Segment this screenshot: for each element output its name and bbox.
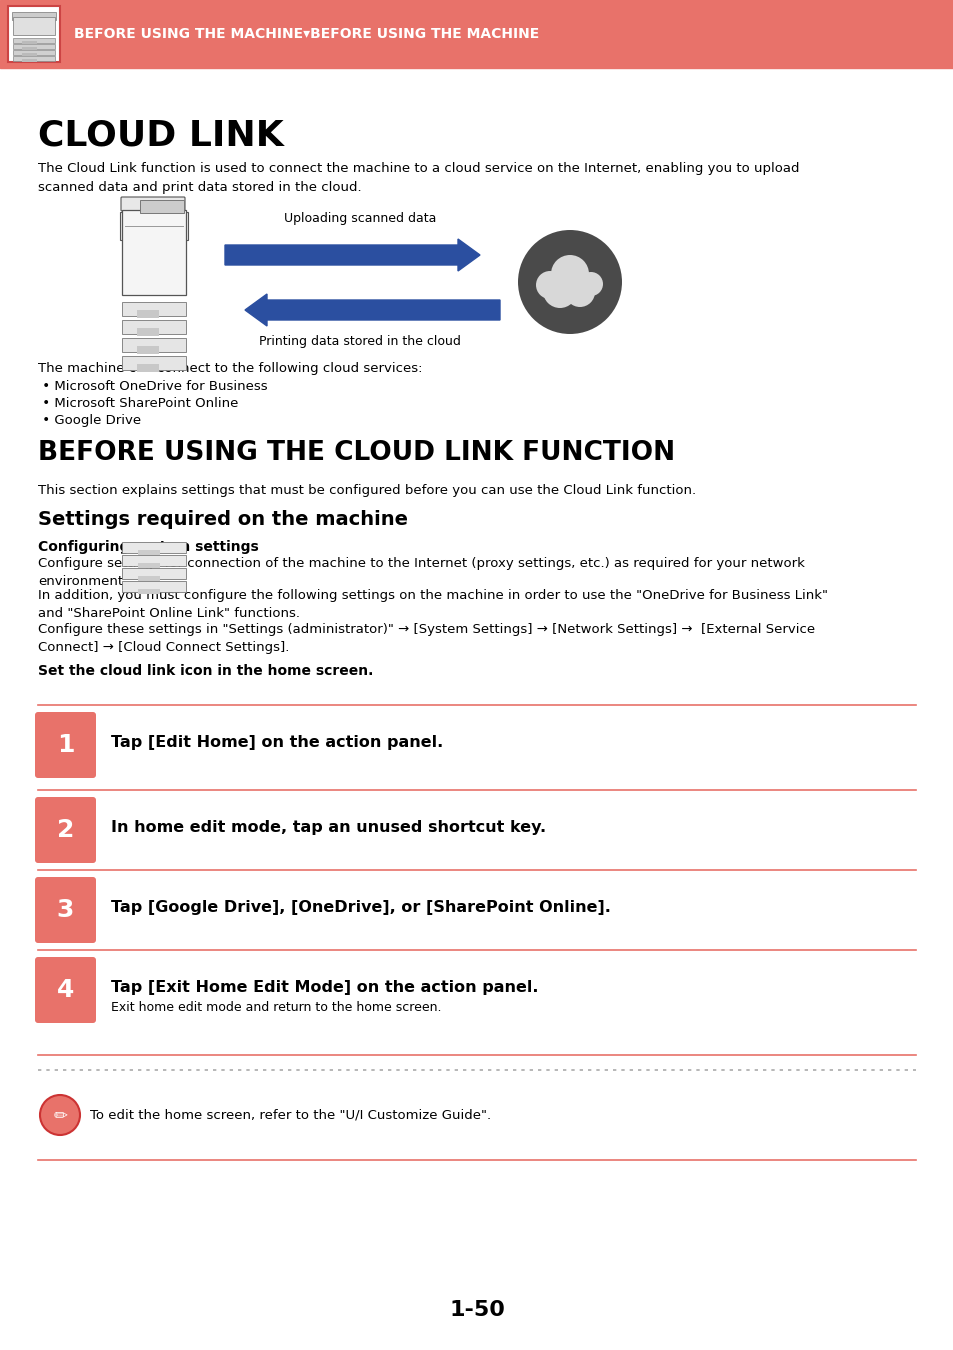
Bar (122, 320, 186, 333)
Text: Settings required on the machine: Settings required on the machine (38, 510, 408, 529)
Circle shape (564, 277, 595, 306)
Text: 2: 2 (57, 818, 74, 842)
Bar (122, 568, 186, 579)
Text: This section explains settings that must be configured before you can use the Cl: This section explains settings that must… (38, 485, 696, 497)
Bar (0, 0, 953, 68)
Bar (13, 45, 55, 49)
Text: BEFORE USING THE MACHINE▾BEFORE USING THE MACHINE: BEFORE USING THE MACHINE▾BEFORE USING TH… (74, 27, 538, 40)
Text: 4: 4 (57, 977, 74, 1002)
Bar (137, 364, 159, 373)
Polygon shape (140, 200, 184, 213)
FancyArrow shape (245, 294, 499, 325)
Text: Set the cloud link icon in the home screen.: Set the cloud link icon in the home scre… (38, 664, 373, 678)
Bar (138, 576, 160, 580)
Text: The Cloud Link function is used to connect the machine to a cloud service on the: The Cloud Link function is used to conne… (38, 162, 799, 193)
Bar (22, 59, 37, 62)
Text: CLOUD LINK: CLOUD LINK (38, 117, 283, 153)
Bar (8, 5, 60, 62)
Circle shape (40, 1095, 80, 1135)
FancyBboxPatch shape (35, 957, 96, 1023)
Text: To edit the home screen, refer to the "U/I Customize Guide".: To edit the home screen, refer to the "U… (90, 1108, 491, 1122)
Text: 1: 1 (56, 733, 74, 757)
Bar (13, 50, 55, 55)
Text: Configuring system settings: Configuring system settings (38, 540, 258, 553)
FancyArrow shape (225, 239, 479, 271)
Bar (22, 47, 37, 50)
Text: Tap [Edit Home] on the action panel.: Tap [Edit Home] on the action panel. (111, 734, 443, 751)
Text: ✏: ✏ (53, 1106, 67, 1125)
FancyBboxPatch shape (121, 197, 185, 211)
Bar (122, 302, 186, 316)
Text: Configure settings for connection of the machine to the Internet (proxy settings: Configure settings for connection of the… (38, 558, 804, 589)
Bar (122, 555, 186, 566)
Bar (122, 541, 186, 554)
Circle shape (551, 255, 588, 293)
Bar (120, 212, 188, 240)
Text: • Google Drive: • Google Drive (38, 414, 141, 427)
Bar (12, 12, 56, 20)
FancyBboxPatch shape (35, 796, 96, 863)
Bar (13, 18, 55, 35)
Text: In home edit mode, tap an unused shortcut key.: In home edit mode, tap an unused shortcu… (111, 819, 545, 836)
Text: • Microsoft SharePoint Online: • Microsoft SharePoint Online (38, 397, 238, 410)
Text: • Microsoft OneDrive for Business: • Microsoft OneDrive for Business (38, 379, 268, 393)
Bar (138, 549, 160, 555)
Text: Tap [Google Drive], [OneDrive], or [SharePoint Online].: Tap [Google Drive], [OneDrive], or [Shar… (111, 900, 610, 915)
Circle shape (517, 230, 621, 333)
Bar (137, 328, 159, 336)
Circle shape (578, 271, 602, 296)
Text: The machine can connect to the following cloud services:: The machine can connect to the following… (38, 362, 422, 375)
Text: In addition, you must configure the following settings on the machine in order t: In addition, you must configure the foll… (38, 589, 827, 620)
Text: Printing data stored in the cloud: Printing data stored in the cloud (259, 335, 460, 348)
Bar (22, 53, 37, 55)
Bar (137, 310, 159, 319)
Bar (122, 580, 186, 593)
FancyBboxPatch shape (35, 878, 96, 944)
Bar (137, 346, 159, 354)
FancyBboxPatch shape (35, 711, 96, 778)
Circle shape (542, 274, 577, 308)
Bar (138, 589, 160, 594)
Bar (13, 38, 55, 43)
Text: 3: 3 (57, 898, 74, 922)
Bar (13, 55, 55, 61)
Bar (122, 211, 186, 296)
Text: Uploading scanned data: Uploading scanned data (283, 212, 436, 225)
Text: Tap [Exit Home Edit Mode] on the action panel.: Tap [Exit Home Edit Mode] on the action … (111, 980, 537, 995)
Circle shape (536, 271, 563, 298)
Text: Configure these settings in "Settings (administrator)" → [System Settings] → [Ne: Configure these settings in "Settings (a… (38, 622, 814, 653)
Bar (138, 563, 160, 568)
Bar (122, 356, 186, 370)
Text: 1-50: 1-50 (449, 1300, 504, 1320)
Bar (122, 338, 186, 352)
Text: BEFORE USING THE CLOUD LINK FUNCTION: BEFORE USING THE CLOUD LINK FUNCTION (38, 440, 675, 466)
Bar (22, 40, 37, 45)
Text: Exit home edit mode and return to the home screen.: Exit home edit mode and return to the ho… (111, 1000, 441, 1014)
